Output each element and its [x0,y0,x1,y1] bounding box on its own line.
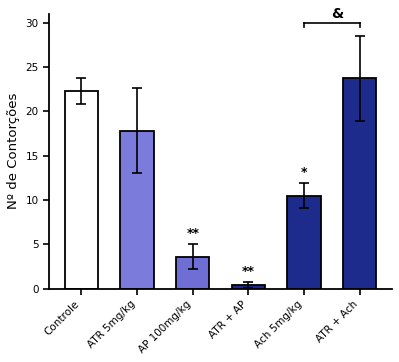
Bar [120,131,154,289]
Bar [287,195,321,289]
Text: *: * [301,166,307,179]
Bar [176,257,209,289]
Text: &: & [332,7,344,21]
Bar [65,91,98,289]
Text: **: ** [186,227,199,240]
Bar [232,285,265,289]
Bar [343,79,377,289]
Text: **: ** [242,265,255,278]
Y-axis label: Nº de Contorções: Nº de Contorções [7,93,20,209]
